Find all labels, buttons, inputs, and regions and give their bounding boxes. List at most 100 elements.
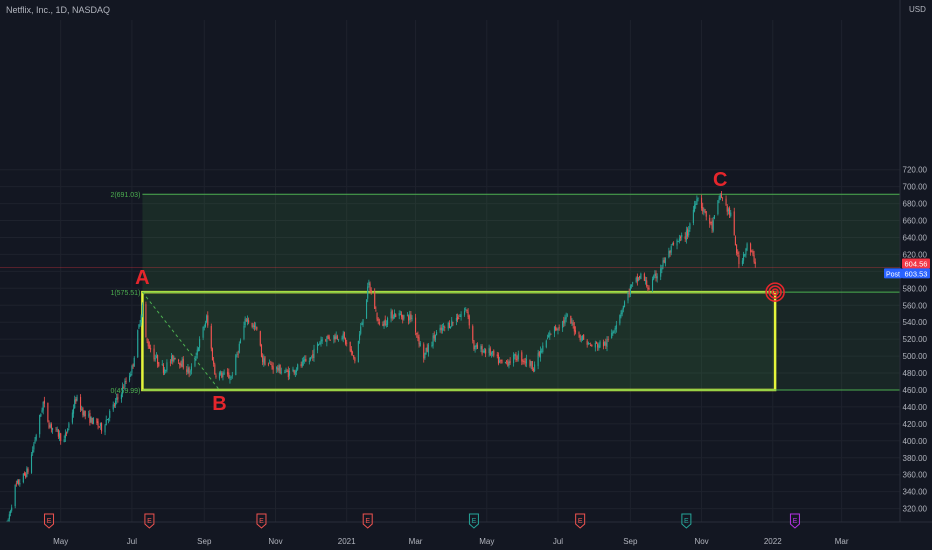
candle-body: [539, 350, 542, 358]
candle-body: [335, 335, 337, 340]
fib-trend-line[interactable]: [142, 291, 220, 391]
candle-body: [417, 335, 419, 339]
range-rectangle[interactable]: [141, 290, 777, 392]
candle-body: [632, 282, 634, 284]
target-ring[interactable]: [768, 285, 782, 299]
candle-body: [267, 363, 270, 365]
time-tick-label: Sep: [197, 537, 212, 546]
candle-body: [235, 355, 237, 376]
candle-body: [174, 357, 176, 360]
candle-body: [50, 423, 52, 429]
candle-body: [514, 353, 516, 357]
candle-body: [573, 326, 575, 332]
candle-body: [604, 341, 606, 346]
candle-body: [368, 282, 370, 285]
candle-body: [51, 427, 54, 431]
time-axis[interactable]: May Jul Sep Nov 2021 Mar May Jul Sep Nov 2022 Mar: [0, 521, 932, 550]
target-ring[interactable]: [771, 288, 779, 296]
target-ring[interactable]: [765, 282, 785, 302]
candle-body: [538, 351, 540, 356]
candle-body: [42, 401, 44, 411]
currency-label[interactable]: USD: [909, 5, 926, 14]
candle-body: [360, 326, 362, 334]
candle-body: [506, 360, 508, 362]
price-tick-label: 460.00: [903, 386, 928, 395]
target-marker[interactable]: [765, 282, 785, 302]
candle-body: [236, 354, 238, 356]
candle-body: [213, 360, 215, 365]
candle-body: [602, 342, 605, 347]
candle-body: [668, 251, 670, 258]
candle-body: [260, 345, 263, 357]
candle-body: [662, 260, 664, 267]
candle-body: [733, 211, 735, 236]
candle-body: [276, 366, 278, 370]
earnings-marker[interactable]: [144, 513, 155, 529]
candle-body: [537, 353, 539, 367]
candle-body: [218, 373, 221, 379]
point-label-b[interactable]: B: [212, 393, 226, 415]
candle-body: [129, 375, 131, 381]
fib-levels[interactable]: 2(691.03) 1(575.51) 0(459.99): [110, 192, 900, 395]
candle-body: [117, 397, 119, 399]
candle-body: [228, 372, 230, 379]
annotations[interactable]: A B C: [135, 169, 727, 415]
candle-body: [485, 349, 487, 354]
candle-body: [145, 304, 147, 338]
time-tick-label: Nov: [694, 537, 708, 546]
candle-body: [161, 364, 163, 365]
candle-body: [34, 440, 36, 443]
earnings-marker-label: E: [793, 518, 798, 525]
candle-body: [481, 346, 483, 354]
candle-body: [440, 327, 442, 331]
candle-body: [443, 325, 445, 328]
candle-body: [350, 349, 352, 352]
candle-body: [741, 260, 743, 265]
candle-body: [125, 380, 127, 382]
earnings-marker-label: E: [472, 518, 477, 525]
candle-body: [394, 313, 396, 318]
candle-body: [214, 364, 216, 375]
candle-body: [76, 396, 78, 401]
candle-body: [286, 370, 288, 372]
point-label-c[interactable]: C: [713, 169, 727, 191]
candle-body: [492, 351, 494, 353]
candle-body: [16, 480, 19, 483]
point-label-a[interactable]: A: [135, 267, 149, 289]
candle-body: [614, 327, 616, 331]
earnings-marker[interactable]: [468, 513, 479, 529]
earnings-marker[interactable]: [681, 513, 692, 529]
candle-body: [553, 326, 556, 334]
candle-body: [678, 238, 680, 242]
earnings-marker[interactable]: [44, 513, 55, 529]
candle-body: [583, 334, 585, 340]
candle-body: [702, 206, 704, 212]
candle-body: [113, 404, 115, 406]
earnings-marker[interactable]: [256, 513, 267, 529]
candle-body: [39, 415, 41, 435]
earnings-marker[interactable]: [789, 513, 800, 529]
target-center[interactable]: [773, 290, 777, 294]
candle-body: [346, 342, 348, 344]
candle-body: [384, 319, 386, 326]
candle-body: [620, 312, 622, 317]
candle-body: [305, 359, 307, 362]
candle-body: [264, 356, 266, 366]
time-axis-bg: [0, 522, 932, 550]
candle-body: [343, 332, 345, 338]
candle-body: [719, 194, 721, 200]
candle-body: [133, 357, 135, 367]
earnings-marker[interactable]: [575, 513, 586, 529]
candle-body: [395, 314, 397, 318]
candle-body: [285, 369, 287, 372]
candle-body: [245, 319, 247, 321]
candle-body: [154, 358, 156, 360]
range-box[interactable]: [141, 290, 777, 392]
candle-body: [321, 339, 323, 342]
candle-body: [574, 330, 577, 333]
earnings-marker[interactable]: [362, 513, 373, 529]
candle-body: [704, 209, 706, 211]
